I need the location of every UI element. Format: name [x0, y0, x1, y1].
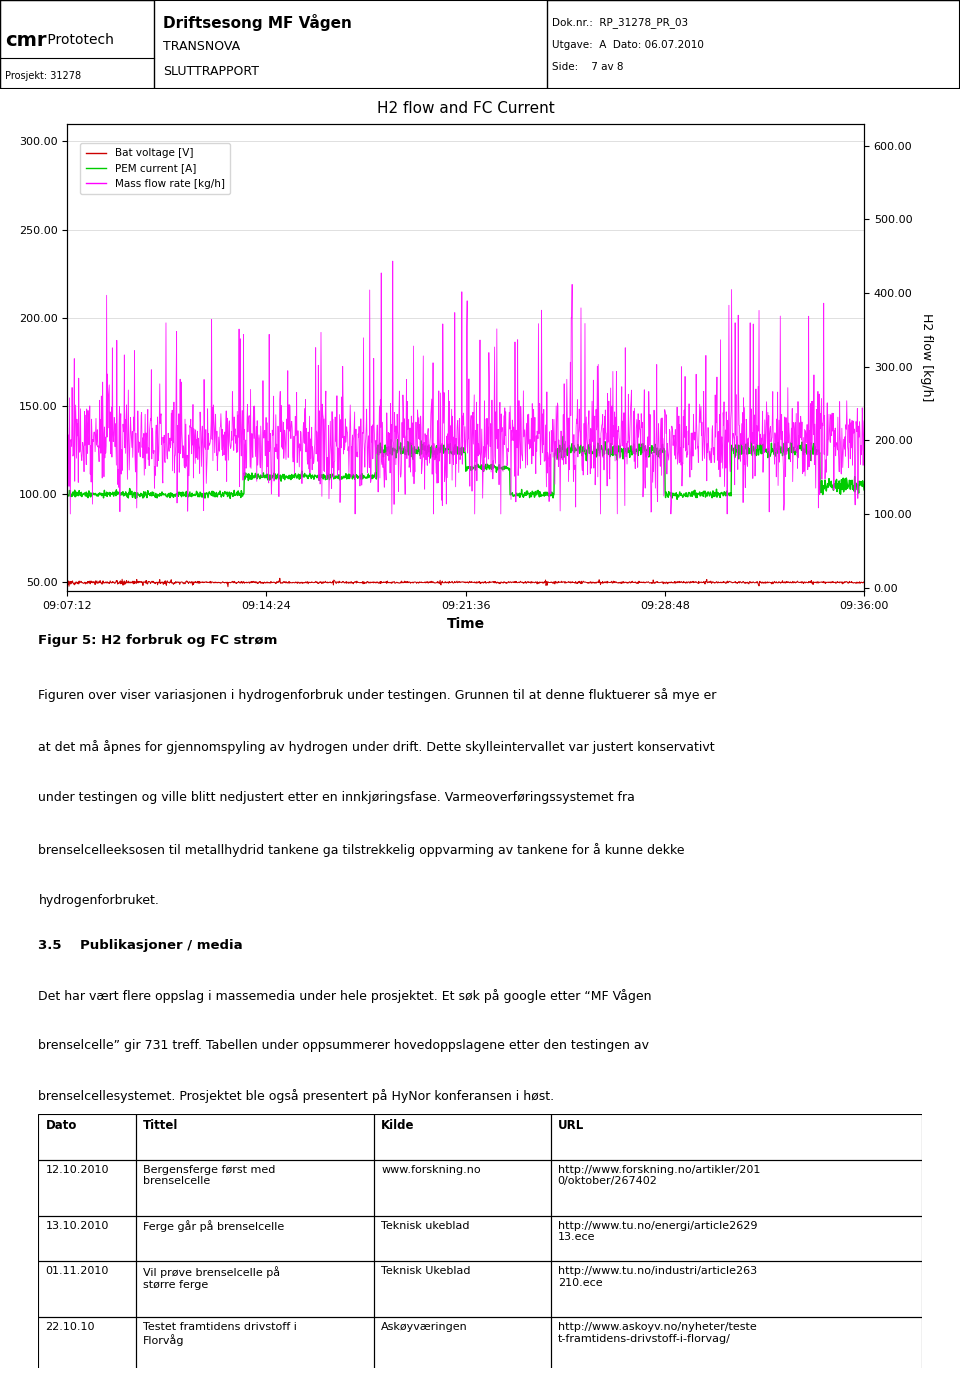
Bar — [374, 1216, 551, 1261]
Bar — [551, 1159, 922, 1216]
Text: Det har vært flere oppslag i massemedia under hele prosjektet. Et søk på google : Det har vært flere oppslag i massemedia … — [38, 989, 652, 1002]
Text: 12.10.2010: 12.10.2010 — [45, 1165, 109, 1174]
Bar — [0, 0, 154, 89]
Text: 01.11.2010: 01.11.2010 — [45, 1266, 108, 1276]
Bar — [38, 1159, 135, 1216]
Bar — [38, 1261, 135, 1317]
Text: brenselcellesystemet. Prosjektet ble også presentert på HyNor konferansen i høst: brenselcellesystemet. Prosjektet ble ogs… — [38, 1089, 555, 1103]
Text: SLUTTRAPPORT: SLUTTRAPPORT — [163, 65, 259, 78]
Text: Figur 5: H2 forbruk og FC strøm: Figur 5: H2 forbruk og FC strøm — [38, 634, 277, 646]
Text: Prosjekt: 31278: Prosjekt: 31278 — [5, 72, 81, 81]
Bar — [135, 1317, 374, 1374]
Text: brenselcelle” gir 731 treff. Tabellen under oppsummerer hovedoppslagene etter de: brenselcelle” gir 731 treff. Tabellen un… — [38, 1038, 649, 1052]
Text: under testingen og ville blitt nedjustert etter en innkjøringsfase. Varmeoverfør: under testingen og ville blitt nedjuster… — [38, 791, 636, 804]
Text: 3.5    Publikasjoner / media: 3.5 Publikasjoner / media — [38, 939, 243, 952]
Bar — [135, 1114, 374, 1159]
Text: www.forskning.no: www.forskning.no — [381, 1165, 481, 1174]
Text: http://www.tu.no/energi/article2629
13.ece: http://www.tu.no/energi/article2629 13.e… — [558, 1221, 757, 1242]
Bar — [374, 1159, 551, 1216]
Bar — [374, 1114, 551, 1159]
Title: H2 flow and FC Current: H2 flow and FC Current — [376, 100, 555, 116]
Legend: Bat voltage [V], PEM current [A], Mass flow rate [kg/h]: Bat voltage [V], PEM current [A], Mass f… — [81, 143, 230, 194]
Text: Askøyværingen: Askøyværingen — [381, 1323, 468, 1332]
Text: Figuren over viser variasjonen i hydrogenforbruk under testingen. Grunnen til at: Figuren over viser variasjonen i hydroge… — [38, 689, 717, 703]
Bar — [135, 1159, 374, 1216]
Text: http://www.forskning.no/artikler/201
0/oktober/267402: http://www.forskning.no/artikler/201 0/o… — [558, 1165, 760, 1187]
Bar — [551, 1261, 922, 1317]
Text: Dok.nr.:  RP_31278_PR_03: Dok.nr.: RP_31278_PR_03 — [552, 16, 688, 28]
Bar — [547, 0, 960, 89]
Bar — [135, 1261, 374, 1317]
Bar — [551, 1114, 922, 1159]
Text: Teknisk ukeblad: Teknisk ukeblad — [381, 1221, 469, 1231]
Bar — [374, 1261, 551, 1317]
Text: Testet framtidens drivstoff i
Florvåg: Testet framtidens drivstoff i Florvåg — [143, 1323, 297, 1346]
Text: http://www.tu.no/industri/article263
210.ece: http://www.tu.no/industri/article263 210… — [558, 1266, 756, 1288]
Text: Prototech: Prototech — [43, 33, 114, 47]
Bar — [135, 1216, 374, 1261]
Text: Kilde: Kilde — [381, 1119, 415, 1132]
Text: Utgave:  A  Dato: 06.07.2010: Utgave: A Dato: 06.07.2010 — [552, 40, 704, 49]
Text: Side:    7 av 8: Side: 7 av 8 — [552, 62, 623, 72]
Text: Dato: Dato — [45, 1119, 77, 1132]
Y-axis label: H2 flow [kg/h]: H2 flow [kg/h] — [921, 314, 933, 401]
Bar — [551, 1216, 922, 1261]
Text: Vil prøve brenselcelle på
større ferge: Vil prøve brenselcelle på større ferge — [143, 1266, 279, 1290]
Text: 22.10.10: 22.10.10 — [45, 1323, 95, 1332]
Bar — [374, 1317, 551, 1374]
Text: brenselcelleeksosen til metallhydrid tankene ga tilstrekkelig oppvarming av tank: brenselcelleeksosen til metallhydrid tan… — [38, 843, 684, 857]
X-axis label: Time: Time — [446, 616, 485, 631]
Bar — [38, 1114, 135, 1159]
Text: hydrogenforbruket.: hydrogenforbruket. — [38, 894, 159, 908]
Text: Ferge går på brenselcelle: Ferge går på brenselcelle — [143, 1221, 284, 1232]
Text: 13.10.2010: 13.10.2010 — [45, 1221, 108, 1231]
Text: Bergensferge først med
brenselcelle: Bergensferge først med brenselcelle — [143, 1165, 275, 1187]
Text: http://www.askoyv.no/nyheter/teste
t-framtidens-drivstoff-i-florvag/: http://www.askoyv.no/nyheter/teste t-fra… — [558, 1323, 756, 1343]
Text: Driftsesong MF Vågen: Driftsesong MF Vågen — [163, 14, 352, 30]
Text: TRANSNOVA: TRANSNOVA — [163, 40, 240, 54]
Text: Tittel: Tittel — [143, 1119, 178, 1132]
Bar — [551, 1317, 922, 1374]
Bar — [38, 1216, 135, 1261]
Text: at det må åpnes for gjennomspyling av hydrogen under drift. Dette skylleinterval: at det må åpnes for gjennomspyling av hy… — [38, 740, 715, 754]
Text: Teknisk Ukeblad: Teknisk Ukeblad — [381, 1266, 470, 1276]
Text: cmr: cmr — [5, 30, 46, 50]
Text: URL: URL — [558, 1119, 584, 1132]
Bar — [38, 1317, 135, 1374]
